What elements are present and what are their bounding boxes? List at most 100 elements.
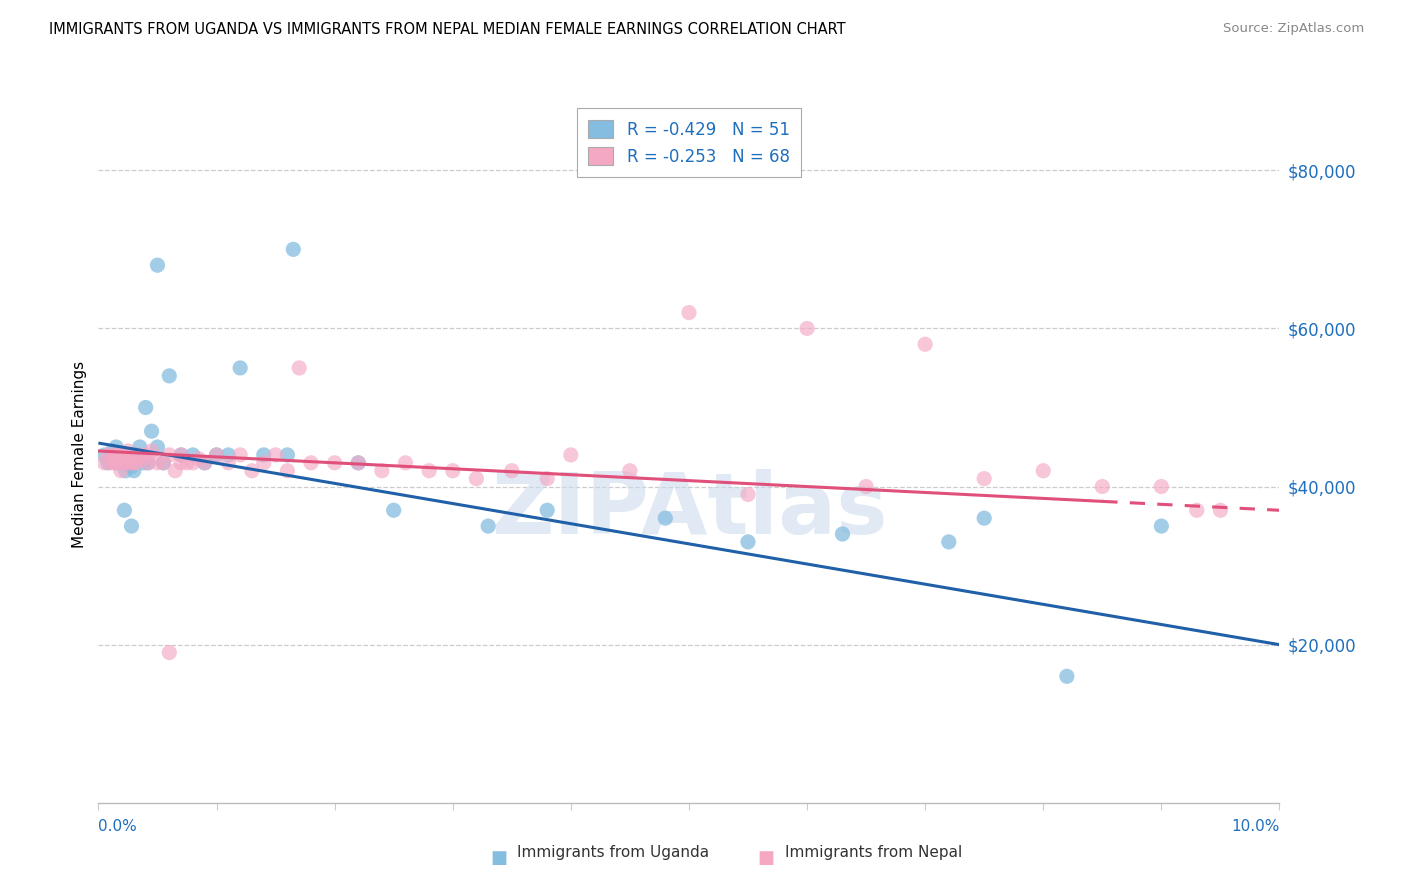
Point	[141, 424, 163, 438]
Point	[973, 511, 995, 525]
Point	[125, 448, 148, 462]
Point	[107, 456, 129, 470]
Point	[418, 464, 440, 478]
Point	[105, 448, 128, 462]
Point	[536, 472, 558, 486]
Point	[136, 456, 159, 470]
Point	[1185, 503, 1208, 517]
Point	[170, 456, 193, 470]
Text: 0.0%: 0.0%	[98, 820, 138, 834]
Point	[157, 448, 180, 462]
Point	[112, 456, 135, 470]
Point	[536, 503, 558, 517]
Point	[108, 451, 131, 466]
Point	[152, 456, 174, 470]
Point	[157, 646, 180, 660]
Point	[347, 456, 370, 470]
Point	[110, 464, 132, 478]
Point	[108, 448, 131, 462]
Point	[1091, 479, 1114, 493]
Point	[112, 456, 135, 470]
Point	[112, 448, 135, 462]
Point	[121, 448, 143, 462]
Point	[120, 456, 142, 470]
Point	[382, 503, 405, 517]
Point	[122, 464, 145, 478]
Point	[737, 535, 759, 549]
Point	[117, 448, 139, 462]
Point	[120, 456, 142, 470]
Point	[737, 487, 759, 501]
Point	[146, 440, 169, 454]
Point	[619, 464, 641, 478]
Point	[112, 448, 135, 462]
Point	[217, 456, 239, 470]
Point	[371, 464, 394, 478]
Text: ZIPAtlas: ZIPAtlas	[491, 469, 887, 552]
Point	[1150, 479, 1173, 493]
Point	[132, 451, 155, 466]
Point	[115, 448, 138, 462]
Point	[101, 444, 124, 458]
Point	[678, 305, 700, 319]
Point	[1032, 464, 1054, 478]
Point	[128, 448, 150, 462]
Text: Immigrants from Nepal: Immigrants from Nepal	[785, 845, 962, 860]
Point	[229, 448, 252, 462]
Point	[170, 448, 193, 462]
Point	[194, 456, 217, 470]
Point	[276, 464, 298, 478]
Point	[205, 448, 228, 462]
Text: ■: ■	[491, 849, 508, 867]
Point	[157, 368, 180, 383]
Point	[1209, 503, 1232, 517]
Text: 10.0%: 10.0%	[1232, 820, 1279, 834]
Point	[240, 464, 263, 478]
Point	[128, 440, 150, 454]
Point	[855, 479, 877, 493]
Point	[110, 448, 132, 462]
Y-axis label: Median Female Earnings: Median Female Earnings	[72, 361, 87, 549]
Point	[105, 448, 128, 462]
Point	[181, 448, 204, 462]
Point	[121, 459, 143, 474]
Point	[283, 243, 305, 257]
Point	[104, 456, 127, 470]
Point	[136, 456, 159, 470]
Point	[796, 321, 818, 335]
Point	[125, 456, 148, 470]
Point	[264, 448, 287, 462]
Point	[121, 519, 143, 533]
Point	[93, 456, 115, 470]
Point	[97, 448, 120, 462]
Text: Immigrants from Uganda: Immigrants from Uganda	[517, 845, 710, 860]
Point	[288, 361, 311, 376]
Point	[97, 456, 120, 470]
Point	[938, 535, 960, 549]
Point	[654, 511, 676, 525]
Point	[146, 258, 169, 272]
Point	[299, 456, 322, 470]
Point	[105, 440, 128, 454]
Text: Source: ZipAtlas.com: Source: ZipAtlas.com	[1223, 22, 1364, 36]
Point	[132, 456, 155, 470]
Point	[176, 456, 198, 470]
Point	[347, 456, 370, 470]
Point	[187, 451, 209, 466]
Point	[323, 456, 346, 470]
Point	[111, 456, 134, 470]
Point	[253, 448, 276, 462]
Point	[111, 448, 134, 462]
Point	[98, 451, 121, 466]
Point	[105, 456, 128, 470]
Point	[122, 456, 145, 470]
Point	[205, 448, 228, 462]
Point	[914, 337, 936, 351]
Point	[117, 444, 139, 458]
Text: ■: ■	[758, 849, 775, 867]
Point	[146, 456, 169, 470]
Point	[104, 456, 127, 470]
Point	[253, 456, 276, 470]
Point	[98, 456, 121, 470]
Point	[831, 527, 853, 541]
